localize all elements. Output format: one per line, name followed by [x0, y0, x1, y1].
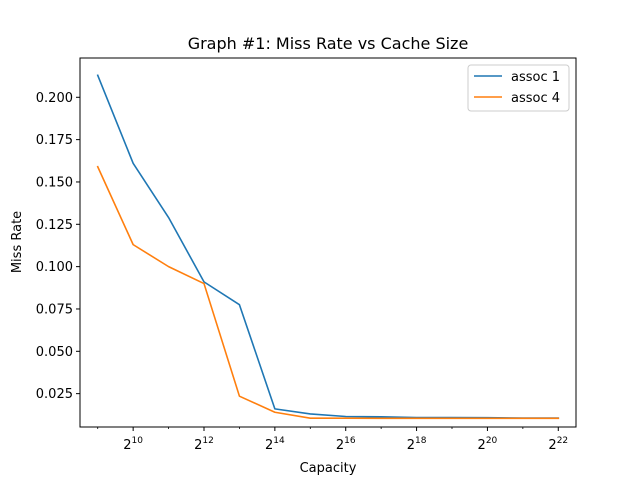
- plot-frame: [79, 57, 577, 428]
- x-tick-label: 222: [548, 436, 568, 453]
- x-tick-base: 2: [478, 438, 486, 453]
- y-tick-label: 0.050: [36, 345, 73, 360]
- x-tick-exponent: 16: [344, 436, 356, 446]
- y-tick-label: 0.150: [36, 175, 73, 190]
- y-tick-label: 0.200: [36, 91, 73, 106]
- y-tick-label: 0.100: [36, 260, 73, 275]
- x-tick-base: 2: [336, 438, 344, 453]
- x-tick-base: 2: [123, 438, 131, 453]
- x-tick-label: 218: [407, 436, 427, 453]
- x-tick-base: 2: [265, 438, 273, 453]
- x-tick-label: 216: [336, 436, 356, 453]
- y-tick-label: 0.075: [36, 302, 73, 317]
- x-tick-label: 212: [194, 436, 214, 453]
- x-tick-base: 2: [407, 438, 415, 453]
- x-tick-exponent: 12: [202, 436, 213, 446]
- series-layer: [96, 74, 560, 420]
- x-axis-label: Capacity: [300, 461, 357, 476]
- legend-label-1: assoc 1: [511, 70, 560, 85]
- x-tick-label: 220: [478, 436, 498, 453]
- x-tick-exponent: 14: [273, 436, 285, 446]
- legend: assoc 1 assoc 4: [467, 64, 570, 112]
- x-tick-exponent: 10: [132, 436, 144, 446]
- y-axis-ticks: 0.025 0.050 0.075 0.100 0.125 0.150 0.175 0.200: [36, 91, 80, 402]
- y-tick-label: 0.025: [36, 387, 73, 402]
- x-tick-exponent: 18: [415, 436, 427, 446]
- legend-label-2: assoc 4: [511, 91, 560, 106]
- x-tick-base: 2: [194, 438, 202, 453]
- series-line-2: [96, 165, 560, 420]
- x-tick-label: 210: [123, 436, 143, 453]
- x-tick-exponent: 22: [557, 436, 568, 446]
- x-tick-base: 2: [548, 438, 556, 453]
- y-tick-label: 0.175: [36, 133, 73, 148]
- y-tick-label: 0.125: [36, 218, 73, 233]
- x-axis-ticks: 210 212 214 216 218 220 222: [97, 427, 568, 453]
- x-tick-exponent: 20: [486, 436, 498, 446]
- chart-title: Graph #1: Miss Rate vs Cache Size: [188, 34, 469, 53]
- x-tick-label: 214: [265, 436, 285, 453]
- y-axis-label: Miss Rate: [10, 211, 25, 273]
